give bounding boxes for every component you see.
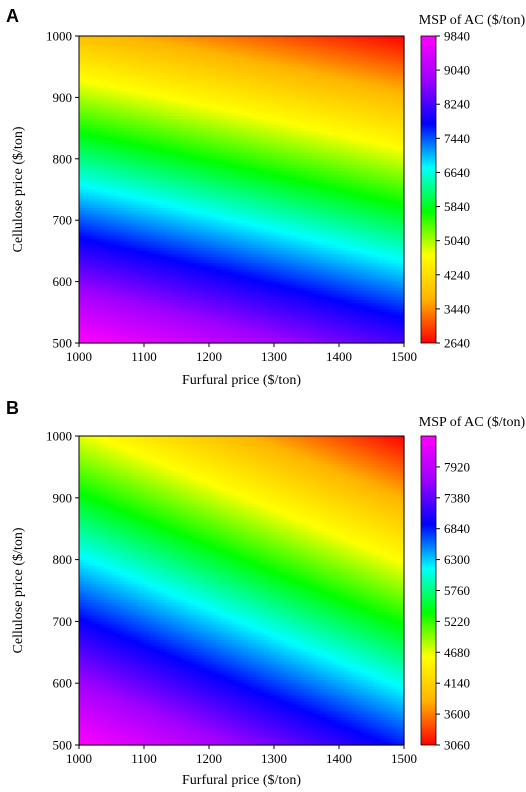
panel-a: 1000 1100 1200 1300 1400 15005006007008009001…	[6, 6, 526, 388]
heatmap-cells	[79, 36, 405, 344]
